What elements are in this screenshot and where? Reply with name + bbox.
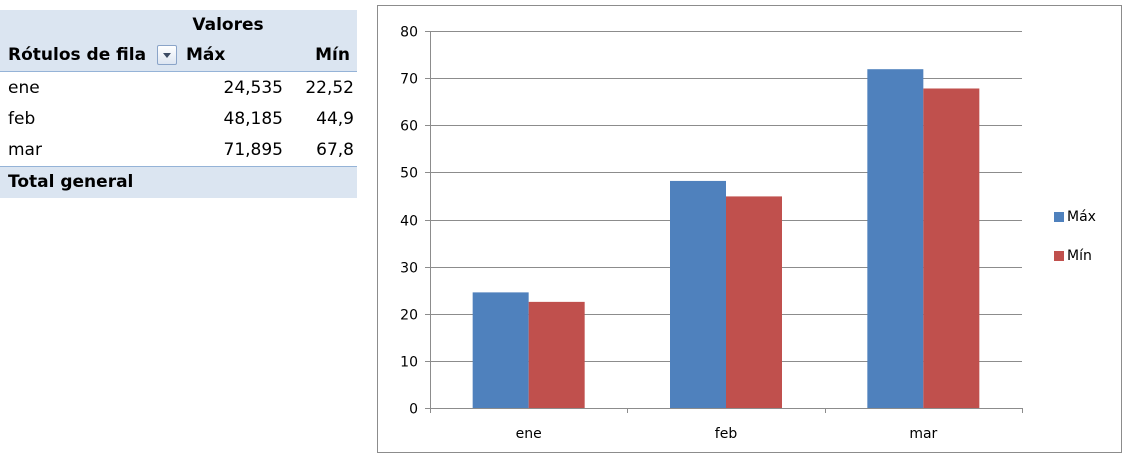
y-tick-label: 0 [409,402,418,418]
row-label: feb [8,109,36,129]
row-label: mar [8,140,42,160]
legend-label-max: Máx [1067,209,1096,225]
pivot-column-header-row: Rótulos de fila Máx Mín [0,40,357,72]
dropdown-arrow-icon [163,53,171,58]
row-labels-header: Rótulos de fila [8,45,147,65]
y-tick-label: 80 [400,25,418,41]
column-chart[interactable]: 0 10 20 30 40 50 60 70 80 ene feb mar Máx Mín [377,5,1122,453]
total-label: Total general [8,172,134,192]
min-value: 22,52 [305,78,354,98]
max-column-header[interactable]: Máx [186,45,226,65]
table-row[interactable]: ene 24,535 22,52 [0,73,357,104]
y-tick-label: 10 [400,355,418,371]
table-row[interactable]: feb 48,185 44,9 [0,104,357,135]
max-value: 71,895 [223,140,283,160]
x-tick-label: mar [909,426,937,442]
bar-min-feb [726,196,782,408]
legend-label-min: Mín [1067,248,1092,264]
bar-max-ene [472,292,529,408]
legend-swatch-max [1054,212,1064,222]
chart-plot: 0 10 20 30 40 50 60 70 80 ene feb mar [400,25,1023,442]
legend-swatch-min [1054,251,1064,261]
table-row[interactable]: mar 71,895 67,8 [0,135,357,166]
y-tick-label: 50 [400,166,418,182]
bar-min-mar [923,88,980,409]
y-tick-label: 40 [400,214,418,230]
bar-max-mar [867,69,924,408]
y-tick-label: 30 [400,261,418,277]
max-value: 24,535 [223,78,283,98]
y-tick-label: 70 [400,72,418,88]
max-value: 48,185 [223,109,283,129]
legend-item-min[interactable]: Mín [1054,248,1092,264]
values-header: Valores [192,15,264,35]
row-label: ene [8,78,40,98]
y-tick-label: 60 [400,119,418,135]
min-column-header[interactable]: Mín [315,45,350,65]
x-tick-label: ene [516,426,542,442]
bar-min-ene [528,301,585,408]
min-value: 67,8 [316,140,354,160]
y-tick-label: 20 [400,308,418,324]
x-tick-label: feb [715,426,738,442]
pivot-values-header-row: Valores [0,10,357,40]
legend-item-max[interactable]: Máx [1054,209,1096,225]
bar-max-feb [670,180,726,408]
row-labels-filter-button[interactable] [157,45,177,65]
grand-total-row[interactable]: Total general [0,166,357,198]
min-value: 44,9 [316,109,354,129]
